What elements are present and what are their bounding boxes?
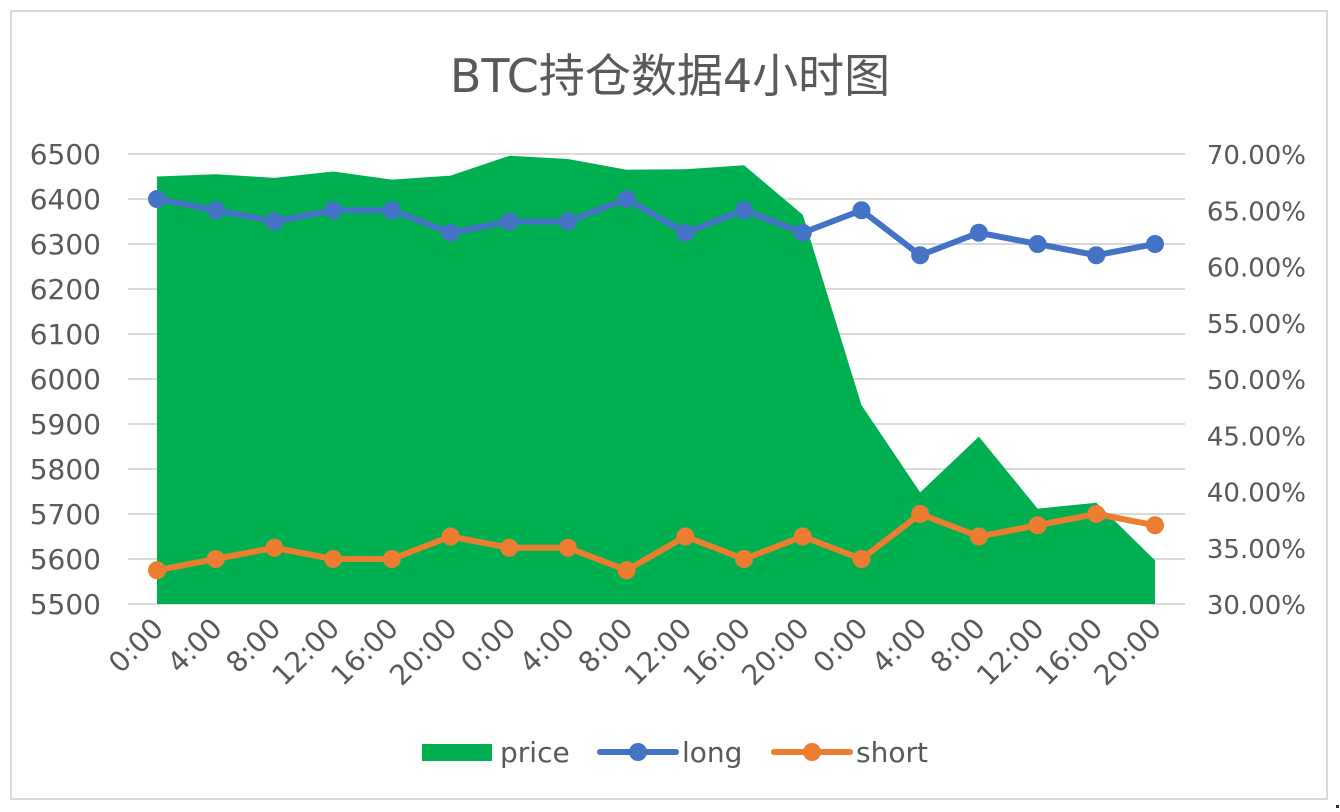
- left-tick-label: 6000: [30, 363, 101, 396]
- left-tick-label: 6500: [30, 138, 101, 171]
- short-point: [617, 561, 636, 580]
- x-tick-label: 20:00: [735, 612, 815, 692]
- right-tick-label: 65.00%: [1207, 197, 1306, 227]
- short-point: [382, 550, 401, 568]
- x-tick-label: 4:00: [513, 612, 581, 680]
- short-point: [206, 550, 225, 568]
- legend-swatch-price: [422, 744, 492, 761]
- left-tick-label: 6100: [30, 318, 101, 351]
- legend: price long short: [422, 736, 928, 769]
- legend-label-price: price: [500, 736, 570, 769]
- price-area: [157, 155, 1155, 605]
- right-axis-ticks: 70.00% 65.00% 60.00% 55.00% 50.00% 45.00% 40.0…: [1207, 141, 1306, 621]
- price-area-layer: [157, 155, 1155, 605]
- x-tick-label: 20:00: [383, 612, 463, 692]
- long-point: [382, 201, 401, 220]
- legend-marker-short: [803, 743, 821, 761]
- long-line: [154, 196, 1158, 259]
- right-tick-label: 60.00%: [1207, 254, 1306, 284]
- short-point: [558, 538, 577, 557]
- short-point: [148, 561, 166, 580]
- long-point: [324, 201, 343, 220]
- short-point: [676, 527, 695, 546]
- x-tick-label: 16:00: [324, 612, 404, 692]
- short-point: [793, 527, 812, 546]
- x-tick-label: 16:00: [677, 612, 757, 692]
- right-tick-label: 35.00%: [1207, 535, 1306, 565]
- right-tick-label: 50.00%: [1207, 366, 1306, 396]
- right-tick-label: 45.00%: [1207, 422, 1306, 452]
- chart-title: BTC持仓数据4小时图: [449, 49, 891, 103]
- long-point: [441, 223, 460, 242]
- legend-label-long: long: [682, 736, 742, 769]
- long-point: [735, 201, 754, 220]
- long-point: [265, 212, 284, 231]
- short-point: [1028, 516, 1047, 535]
- short-point: [969, 527, 988, 546]
- legend-label-short: short: [856, 736, 928, 769]
- short-point: [1087, 505, 1106, 523]
- x-tick-label: 0:00: [102, 612, 170, 680]
- x-tick-label: 12:00: [970, 612, 1050, 692]
- long-point: [793, 223, 812, 242]
- x-tick-label: 4:00: [161, 612, 229, 680]
- x-axis-ticks: 0:004:008:0012:0016:0020:000:004:008:001…: [102, 612, 1168, 692]
- long-point: [1028, 235, 1047, 253]
- x-tick-label: 0:00: [454, 612, 522, 680]
- x-tick-label: 20:00: [1088, 612, 1168, 692]
- x-tick-label: 12:00: [618, 612, 698, 692]
- left-tick-label: 6200: [30, 273, 101, 306]
- left-axis-ticks: 6500 6400 6300 6200 6100 6000 5900 5800 5700 5600…: [30, 138, 101, 621]
- short-point: [1146, 516, 1164, 535]
- short-point: [441, 527, 460, 546]
- series-lines-layer: [148, 190, 1164, 580]
- x-tick-label: 0:00: [807, 612, 875, 680]
- long-point: [617, 190, 636, 208]
- long-point: [911, 246, 930, 265]
- left-tick-label: 5500: [30, 588, 101, 621]
- long-point: [676, 223, 695, 242]
- x-tick-label: 4:00: [865, 612, 933, 680]
- short-point: [852, 550, 871, 568]
- short-line: [154, 511, 1158, 574]
- left-tick-label: 5900: [30, 408, 101, 441]
- long-point: [500, 212, 519, 231]
- short-point: [735, 550, 754, 568]
- short-point: [500, 538, 519, 557]
- left-tick-label: 5700: [30, 498, 101, 531]
- corner-mark: [1336, 805, 1339, 808]
- right-tick-label: 55.00%: [1207, 310, 1306, 340]
- short-point: [911, 505, 930, 523]
- long-point: [558, 212, 577, 231]
- long-point: [148, 190, 166, 208]
- short-point: [265, 538, 284, 557]
- long-point: [1087, 246, 1106, 265]
- long-point: [852, 201, 871, 220]
- x-tick-label: 16:00: [1029, 612, 1109, 692]
- legend-marker-long: [629, 743, 647, 761]
- left-tick-label: 6300: [30, 228, 101, 261]
- short-point: [324, 550, 343, 568]
- right-tick-label: 30.00%: [1207, 591, 1306, 621]
- right-tick-label: 70.00%: [1207, 141, 1306, 171]
- left-tick-label: 6400: [30, 183, 101, 216]
- left-tick-label: 5600: [30, 543, 101, 576]
- x-tick-label: 12:00: [266, 612, 346, 692]
- right-tick-label: 40.00%: [1207, 479, 1306, 509]
- long-point: [969, 223, 988, 242]
- long-point: [206, 201, 225, 220]
- left-tick-label: 5800: [30, 453, 101, 486]
- long-point: [1146, 235, 1164, 253]
